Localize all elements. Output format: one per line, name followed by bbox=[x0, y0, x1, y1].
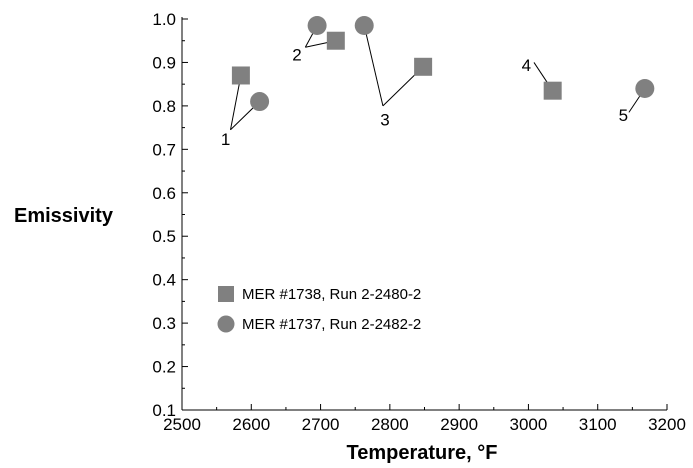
callouts: 1 2 3 4 5 bbox=[221, 25, 646, 149]
y-tick-label: 0.3 bbox=[152, 314, 176, 333]
data-point-square bbox=[231, 66, 250, 85]
callout-label: 5 bbox=[619, 106, 628, 125]
legend: MER #1738, Run 2-2480-2 MER #1737, Run 2-… bbox=[217, 286, 421, 333]
y-tick-label: 1.0 bbox=[152, 10, 176, 29]
data-point-square bbox=[414, 57, 433, 76]
data-point-circle bbox=[635, 79, 655, 99]
legend-entry-label: MER #1737, Run 2-2482-2 bbox=[242, 316, 421, 333]
data-point-circle bbox=[250, 92, 270, 112]
y-tick-label: 0.7 bbox=[152, 140, 176, 159]
y-tick-label: 0.8 bbox=[152, 97, 176, 116]
y-tick-label: 0.9 bbox=[152, 53, 176, 72]
data-markers bbox=[231, 16, 655, 112]
callout-label: 2 bbox=[292, 45, 301, 64]
x-tick-label: 3200 bbox=[648, 415, 686, 434]
callout-label: 4 bbox=[522, 56, 531, 75]
y-axis-title: Emissivity bbox=[14, 205, 114, 227]
x-tick-label: 3000 bbox=[510, 415, 548, 434]
y-tick-label: 0.6 bbox=[152, 184, 176, 203]
x-tick-label: 2800 bbox=[371, 415, 409, 434]
x-tick-label: 2600 bbox=[232, 415, 270, 434]
x-tick-label: 2700 bbox=[302, 415, 340, 434]
y-tick-label: 0.1 bbox=[152, 401, 176, 420]
data-point-circle bbox=[354, 16, 374, 36]
legend-square-marker bbox=[218, 286, 234, 302]
callout-label: 1 bbox=[221, 130, 230, 149]
callout-leader-line bbox=[230, 75, 242, 130]
axes: 0.1 0.2 0.3 0.4 0.5 0.6 0.7 0.8 0.9 1.0 2500 2600 27… bbox=[152, 10, 686, 434]
y-tick-label: 0.4 bbox=[152, 271, 176, 290]
x-tick-label: 2900 bbox=[440, 415, 478, 434]
legend-entry-label: MER #1738, Run 2-2480-2 bbox=[242, 286, 421, 303]
data-point-square bbox=[326, 31, 345, 50]
callout-leader-line bbox=[363, 25, 384, 107]
data-point-circle bbox=[307, 16, 327, 36]
y-tick-label: 0.2 bbox=[152, 358, 176, 377]
x-tick-label: 2500 bbox=[163, 415, 201, 434]
x-tick-label: 3100 bbox=[579, 415, 617, 434]
y-tick-label: 0.5 bbox=[152, 227, 176, 246]
callout-label: 3 bbox=[380, 110, 389, 129]
data-point-square bbox=[543, 81, 562, 100]
x-axis-title: Temperature, °F bbox=[347, 442, 498, 464]
legend-circle-marker bbox=[217, 315, 235, 333]
